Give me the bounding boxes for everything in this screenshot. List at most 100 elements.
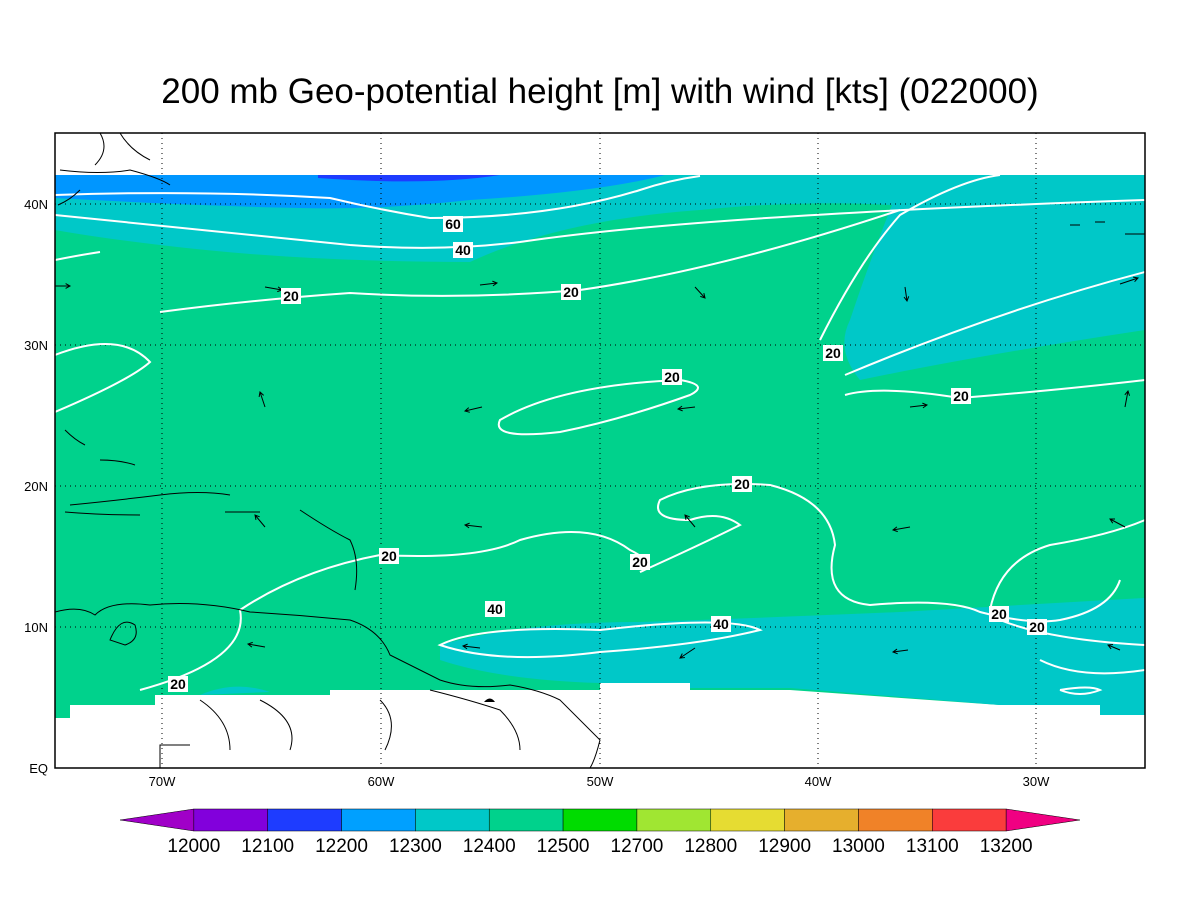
- coastlines: [55, 133, 1145, 768]
- contour-label-bg: [443, 216, 463, 232]
- colorbar-box: [267, 808, 342, 832]
- contour-label: 20: [953, 388, 969, 404]
- wind-arrow: [1119, 276, 1139, 285]
- field-12100: [318, 175, 500, 182]
- wind-arrow: [55, 283, 72, 289]
- contour-label: 20: [283, 288, 299, 304]
- wind-arrow: [684, 514, 696, 528]
- contour-label: 20: [825, 345, 841, 361]
- contour-label-bg: [823, 345, 843, 361]
- wind-arrow: [246, 641, 266, 648]
- colorbar-box: [636, 808, 712, 832]
- colorbar: 12000 12100 12200 12300 12400 12500 12700 12800…: [119, 808, 1081, 857]
- contour-label: 20: [563, 284, 579, 300]
- colorbar-label: 13100: [906, 836, 959, 857]
- contour-label-bg: [168, 676, 188, 692]
- colorbar-label: 12900: [758, 836, 811, 857]
- contour-label: 60: [445, 216, 461, 232]
- map-title: 200 mb Geo-potential height [m] with win…: [161, 72, 1038, 111]
- colorbar-label: 12300: [389, 836, 442, 857]
- colorbar-box: [710, 808, 785, 832]
- contour-label-bg: [453, 242, 473, 258]
- field-12300-north: [55, 175, 1145, 380]
- colorbar-label: 12500: [537, 836, 590, 857]
- lat-label: 40N: [24, 197, 48, 212]
- colorbar-box: [562, 808, 638, 832]
- contour-label-bg: [630, 554, 650, 570]
- lon-label: 60W: [368, 774, 395, 789]
- colorbar-label: 12200: [315, 836, 368, 857]
- contour-label: 20: [991, 606, 1007, 622]
- lon-label: 40W: [805, 774, 832, 789]
- colorbar-extend-low: [119, 808, 195, 832]
- contour-label-bg: [662, 369, 682, 385]
- colorbar-box: [415, 808, 490, 832]
- lat-label: 10N: [24, 620, 48, 635]
- contour-label-bg: [989, 606, 1009, 622]
- contour-label-bg: [379, 548, 399, 564]
- colorbar-label: 13000: [832, 836, 885, 857]
- lat-label: 20N: [24, 479, 48, 494]
- wind-arrow: [1109, 518, 1126, 528]
- wind-arrow: [676, 405, 696, 412]
- contour-label-bg: [951, 388, 971, 404]
- wind-arrow: [463, 522, 483, 529]
- wind-arrow: [1124, 389, 1131, 408]
- contour-label: 20: [664, 369, 680, 385]
- map-area: 60 40 20 20 20 20 20 20 20 20 40 40 20 20 20: [55, 133, 1145, 768]
- contour-label: 20: [170, 676, 186, 692]
- contour-label-bg: [1027, 619, 1047, 635]
- wind-arrow: [679, 647, 696, 659]
- wind-arrow: [463, 406, 483, 413]
- contour-label-bg: [485, 601, 505, 617]
- colorbar-box: [932, 808, 1007, 832]
- colorbar-label: 12700: [611, 836, 664, 857]
- lon-label: 70W: [149, 774, 176, 789]
- colorbar-label: 12400: [463, 836, 516, 857]
- colorbar-label: 12800: [684, 836, 737, 857]
- graticule: [55, 133, 1145, 768]
- colorbar-label: 13200: [980, 836, 1033, 857]
- wind-arrow: [891, 526, 911, 533]
- island: [484, 698, 495, 702]
- wind-arrow: [254, 514, 266, 528]
- contour-label-bg: [711, 616, 731, 632]
- colorbar-box: [193, 808, 268, 832]
- colorbar-box: [858, 808, 933, 832]
- wind-arrow: [1107, 643, 1121, 651]
- wind-arrow: [694, 286, 706, 299]
- plot-frame: [54, 132, 1146, 769]
- wind-arrow: [903, 286, 910, 303]
- lon-label: 30W: [1023, 774, 1050, 789]
- lon-label: 50W: [587, 774, 614, 789]
- wind-arrow: [479, 280, 499, 287]
- wind-arrow: [461, 643, 481, 650]
- colorbar-box: [341, 808, 416, 832]
- field-12200: [55, 175, 665, 209]
- contour-label: 40: [455, 242, 471, 258]
- colorbar-extend-high: [1005, 808, 1081, 832]
- wind-arrow: [891, 648, 909, 655]
- contour-labels: 60 40 20 20 20 20 20 20 20 20 40 40 20 20 20: [168, 216, 1047, 692]
- contour-label: 20: [1029, 619, 1045, 635]
- contour-label-bg: [561, 284, 581, 300]
- lat-label: 30N: [24, 338, 48, 353]
- axis-labels: 70W 60W 50W 40W 30W EQ 10N 20N 30N 40N: [24, 197, 1050, 789]
- wind-arrow: [909, 402, 929, 409]
- lat-label: EQ: [29, 761, 48, 776]
- colorbar-box: [784, 808, 859, 832]
- wind-arrow: [258, 391, 266, 408]
- colorbar-label: 12100: [241, 836, 294, 857]
- contour-label: 20: [381, 548, 397, 564]
- contour-label-bg: [281, 288, 301, 304]
- contour-label: 40: [713, 616, 729, 632]
- contour-label: 20: [632, 554, 648, 570]
- field-12300-sw: [200, 686, 270, 695]
- contour-label: 40: [487, 601, 503, 617]
- contour-label: 20: [734, 476, 750, 492]
- colorbar-label: 12000: [167, 836, 220, 857]
- contour-label-bg: [732, 476, 752, 492]
- colorbar-box: [488, 808, 564, 832]
